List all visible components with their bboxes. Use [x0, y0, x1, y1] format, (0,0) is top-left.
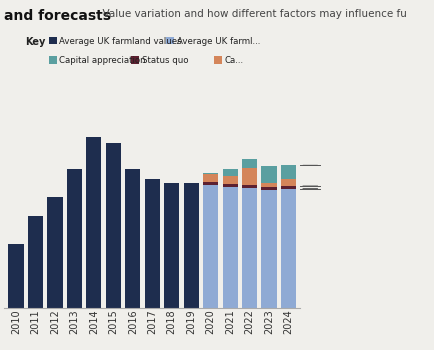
Bar: [280, 178, 296, 186]
Text: and forecasts: and forecasts: [4, 9, 111, 23]
Text: Capital appreciation: Capital appreciation: [59, 56, 145, 65]
Text: Status quo: Status quo: [141, 56, 188, 65]
Bar: [222, 176, 237, 184]
Bar: [86, 137, 101, 308]
Bar: [222, 184, 237, 187]
Bar: [105, 143, 121, 308]
Bar: [241, 188, 256, 308]
Bar: [241, 168, 256, 185]
Bar: [203, 174, 218, 182]
Bar: [203, 182, 218, 184]
Bar: [222, 169, 237, 176]
Bar: [241, 185, 256, 188]
Bar: [8, 244, 23, 308]
Bar: [261, 187, 276, 190]
Bar: [47, 197, 62, 308]
Bar: [67, 169, 82, 308]
Bar: [280, 165, 296, 178]
Bar: [28, 216, 43, 308]
Bar: [261, 183, 276, 187]
Bar: [241, 159, 256, 168]
Text: Value variation and how different factors may influence fu: Value variation and how different factor…: [95, 9, 406, 19]
Text: Average UK farml...: Average UK farml...: [176, 37, 260, 46]
Bar: [183, 183, 198, 308]
Bar: [145, 178, 159, 308]
Text: Ca...: Ca...: [224, 56, 243, 65]
Bar: [222, 187, 237, 308]
Text: Average UK farmland values: Average UK farmland values: [59, 37, 181, 46]
Bar: [164, 183, 179, 308]
Bar: [203, 173, 218, 174]
Bar: [125, 169, 140, 308]
Bar: [261, 166, 276, 183]
Bar: [280, 186, 296, 189]
Bar: [280, 189, 296, 308]
Bar: [261, 190, 276, 308]
Bar: [203, 184, 218, 308]
Text: Key: Key: [25, 37, 46, 47]
